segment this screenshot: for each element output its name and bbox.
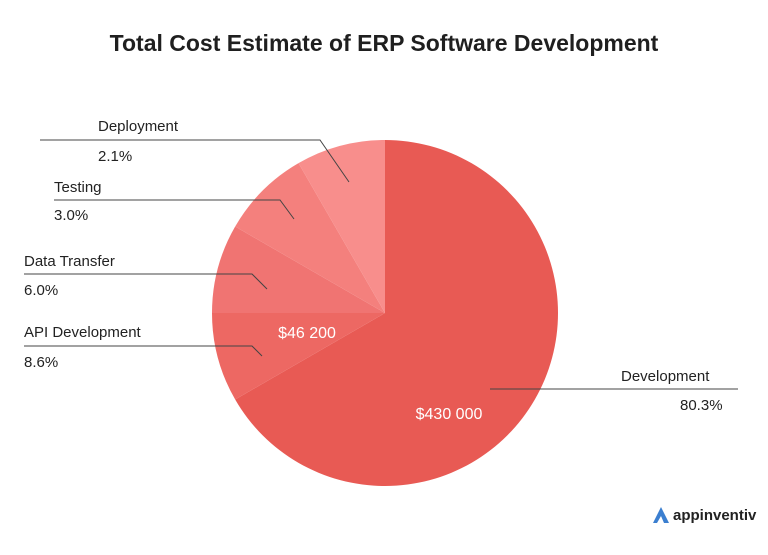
pie-slice-development bbox=[235, 140, 558, 486]
leader-line bbox=[24, 345, 263, 357]
percent-data-transfer: 6.0% bbox=[24, 282, 59, 299]
percent-testing: 3.0% bbox=[54, 207, 89, 224]
slice-value-label: $46 200 bbox=[278, 325, 336, 342]
chart-title: Total Cost Estimate of ERP Software Deve… bbox=[109, 30, 659, 56]
label-api-development: API Development bbox=[24, 324, 141, 341]
percent-api-development: 8.6% bbox=[24, 354, 59, 371]
brand-name: appinventiv bbox=[673, 506, 757, 524]
leader-line bbox=[54, 199, 295, 220]
label-testing: Testing bbox=[54, 179, 102, 196]
pie-slice-data-transfer bbox=[212, 226, 385, 313]
label-deployment: Deployment bbox=[98, 118, 179, 135]
pie-slice-testing bbox=[235, 163, 385, 313]
label-data-transfer: Data Transfer bbox=[24, 253, 115, 270]
pie-slice-deployment bbox=[298, 140, 385, 313]
appinventiv-logo-icon bbox=[653, 507, 669, 523]
percent-deployment: 2.1% bbox=[98, 148, 133, 165]
brand-logo: appinventiv bbox=[652, 506, 756, 524]
label-development: Development bbox=[621, 368, 710, 385]
pie-slice-api-development bbox=[212, 313, 385, 400]
percent-development: 80.3% bbox=[680, 397, 723, 414]
slice-value-label: $430 000 bbox=[416, 406, 483, 423]
leader-line bbox=[40, 139, 350, 183]
leader-line bbox=[24, 273, 268, 290]
